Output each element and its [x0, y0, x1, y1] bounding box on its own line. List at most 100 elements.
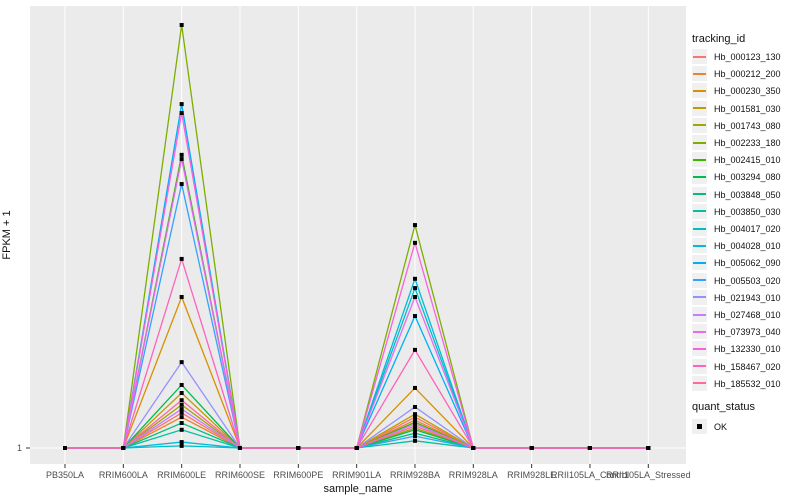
legend-item-label: Hb_158467_020	[714, 361, 781, 372]
legend-title-quant-status: quant_status	[692, 401, 755, 413]
data-point	[412, 286, 417, 291]
legend-line-swatch	[693, 124, 706, 127]
data-point	[296, 446, 301, 450]
legend-line-swatch	[693, 227, 706, 230]
legend-key-box	[692, 186, 707, 202]
data-point	[412, 412, 417, 417]
legend-line-swatch	[693, 158, 706, 161]
data-point	[412, 314, 417, 319]
legend-key-box	[692, 100, 707, 116]
data-point	[179, 294, 184, 299]
data-point	[412, 404, 417, 409]
data-point	[179, 427, 184, 432]
x-tick-label: RRIM928BA	[389, 470, 440, 480]
x-axis-title: sample_name	[323, 483, 393, 495]
legend-key-box	[692, 66, 707, 82]
data-point	[412, 418, 417, 423]
data-point	[179, 157, 184, 162]
legend-item-label: Hb_005062_090	[714, 258, 781, 269]
data-point	[179, 152, 184, 157]
plot-panel	[30, 6, 686, 464]
legend-item-label: Hb_003850_030	[714, 206, 781, 217]
legend-item-label: Hb_003848_050	[714, 189, 781, 200]
x-tick-label: RRIM600LE	[157, 470, 207, 480]
data-point	[412, 421, 417, 426]
legend-line-swatch	[693, 89, 706, 92]
legend-key-box	[692, 289, 707, 305]
data-point	[529, 446, 534, 450]
legend-key-box	[692, 341, 707, 357]
x-tick-label: PB350LA	[45, 470, 85, 480]
legend-key-box	[692, 255, 707, 271]
legend-item-label: Hb_001581_030	[714, 103, 781, 114]
legend-item-label: Hb_003294_080	[714, 172, 781, 183]
data-point	[179, 443, 184, 448]
y-axis-title: FPKM + 1	[1, 210, 13, 260]
legend-key-box	[692, 135, 707, 150]
legend-item-label: Hb_000212_200	[714, 69, 781, 80]
legend-line-swatch	[693, 193, 706, 196]
x-tick-label: RRIM600SE	[214, 470, 265, 480]
data-point	[179, 415, 184, 420]
data-point	[179, 421, 184, 426]
data-point	[63, 446, 67, 450]
legend-key-box	[692, 83, 707, 99]
legend-line-swatch	[693, 175, 706, 178]
x-tick-label: RRIM928LE	[507, 470, 557, 480]
legend-item-label: Hb_000123_130	[714, 52, 781, 62]
data-point	[179, 410, 184, 415]
legend-line-swatch	[693, 382, 706, 385]
data-point	[412, 223, 417, 228]
legend-line-swatch	[693, 261, 706, 264]
data-point	[412, 424, 417, 429]
data-point	[179, 256, 184, 261]
data-point	[646, 446, 651, 450]
legend-item-label: Hb_185532_010	[714, 378, 781, 389]
legend-item-label: Hb_073973_040	[714, 327, 781, 338]
legend-line-swatch	[693, 72, 706, 75]
legend-item-label: Hb_001743_080	[714, 120, 781, 131]
legend-item-label: Hb_004017_020	[714, 224, 781, 234]
legend-line-swatch	[693, 365, 706, 368]
legend-item-label: Hb_005503_020	[714, 275, 781, 286]
legend-key-box	[692, 49, 707, 64]
legend-key-box	[692, 307, 707, 322]
legend-key-box	[692, 358, 707, 374]
data-point	[179, 440, 184, 445]
legend-item-label: Hb_002415_010	[714, 155, 781, 166]
data-point	[179, 23, 184, 27]
data-point	[354, 446, 359, 450]
data-point	[179, 182, 184, 187]
data-point	[412, 240, 417, 245]
data-point	[412, 431, 417, 436]
ok-square-icon	[697, 424, 702, 429]
legend-line-swatch	[693, 141, 706, 144]
legend-key-box	[692, 238, 707, 254]
data-point	[412, 415, 417, 420]
legend-item-label: Hb_021943_010	[714, 292, 781, 303]
legend-line-swatch	[693, 210, 706, 213]
data-point	[412, 427, 417, 432]
data-point	[412, 385, 417, 390]
legend-key-box	[692, 152, 707, 168]
data-point	[587, 446, 592, 450]
data-point	[237, 446, 242, 450]
data-point	[179, 391, 184, 396]
legend-line-swatch	[693, 313, 706, 316]
legend-key-box	[692, 117, 707, 133]
legend-key-box	[692, 169, 707, 185]
legend-item-label: Hb_002233_180	[714, 138, 781, 148]
data-point	[179, 102, 184, 107]
x-tick-label: RRII105LA_Control	[550, 470, 629, 480]
legend-line-swatch	[693, 279, 706, 282]
data-point	[412, 276, 417, 281]
legend-key-box	[692, 272, 707, 288]
legend-line-swatch	[693, 107, 706, 110]
legend-key-box	[692, 419, 707, 434]
data-point	[412, 438, 417, 443]
x-tick-label: RRIM600LA	[98, 470, 148, 480]
x-tick-label: RRII105LA_Stressed	[606, 470, 691, 480]
legend-key-box	[692, 375, 707, 391]
